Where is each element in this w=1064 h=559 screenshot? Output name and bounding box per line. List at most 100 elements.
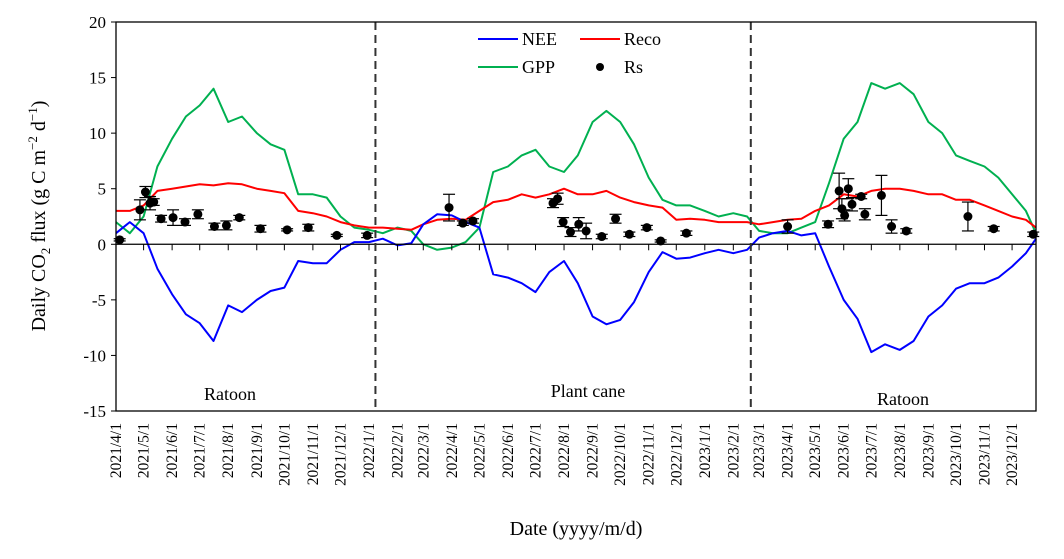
rs-point [609,213,622,224]
rs-point [281,225,294,235]
x-tick-label: 2022/6/1 [500,423,517,478]
legend-rs-marker [596,63,604,71]
rs-point [654,236,667,246]
y-tick-label: -5 [92,291,106,310]
y-tick-label: 15 [89,69,106,88]
y-title-mid: flux (g C m [28,149,50,247]
rs-marker [255,224,265,234]
x-tick-label: 2022/8/1 [556,423,573,478]
rs-point [623,229,636,239]
rs-point [456,218,469,228]
x-tick-label: 2022/11/1 [641,423,658,485]
y-title-post: ) [28,101,50,108]
rs-marker [209,222,219,232]
rs-marker [303,223,313,233]
x-tick-label: 2022/5/1 [471,423,488,478]
plot-series [115,82,1037,354]
rs-marker [876,190,886,200]
rs-point [551,192,564,205]
rs-point [133,199,146,221]
rs-marker [558,217,568,227]
rs-marker [565,227,575,237]
series-line-nee [115,213,1037,354]
rs-point [254,224,267,234]
rs-marker [458,218,468,228]
rs-marker [681,228,691,238]
x-tick-label: 2023/12/1 [1004,423,1021,486]
rs-marker [468,216,478,226]
season-label-ratoon-1: Ratoon [204,384,256,404]
rs-point [961,201,974,232]
y-tick-label: 0 [98,235,107,254]
rs-point [564,227,577,238]
rs-point [875,174,888,216]
x-tick-label: 2023/8/1 [892,423,909,478]
rs-marker [834,186,844,196]
rs-marker [193,209,203,219]
y-tick-label: 10 [89,124,106,143]
series-line-reco [116,182,1037,231]
rs-marker [847,199,857,209]
rs-marker [282,225,292,235]
rs-point [640,223,653,233]
rs-point [557,217,570,228]
rs-marker [989,224,999,234]
season-label-ratoon-2: Ratoon [877,389,929,409]
x-tick-label: 2021/11/1 [305,423,322,485]
x-tick-label: 2021/4/1 [108,423,125,478]
rs-marker [656,236,666,246]
rs-point [179,217,191,227]
rs-point [595,232,608,242]
legend: NEE Reco GPP Rs [478,29,661,77]
rs-point [139,185,152,199]
rs-point [233,213,246,223]
y-tick-label: -10 [83,346,106,365]
rs-marker [553,194,563,204]
y-axis-title: Daily CO2 flux (g C m−2 d−1) [25,101,53,332]
rs-marker [901,226,911,236]
x-axis-title: Date (yyyy/m/d) [510,518,643,540]
season-label-plant-cane: Plant cane [551,381,625,401]
rs-marker [115,235,125,245]
rs-point [466,216,479,226]
rs-point [302,223,315,233]
x-tick-label: 2022/12/1 [668,423,685,486]
rs-point [987,224,1000,234]
rs-point [855,191,868,201]
legend-gpp-label: GPP [522,57,555,77]
rs-marker [597,232,607,242]
y-title-sup2: −1 [25,107,40,121]
y-title-pre: Daily CO [28,254,50,331]
rs-marker [611,214,621,224]
x-tick-label: 2023/10/1 [948,423,965,486]
rs-marker [574,219,584,229]
x-tick-label: 2023/9/1 [920,423,937,478]
x-tick-label: 2021/12/1 [332,423,349,486]
rs-point [900,226,913,236]
rs-point [781,219,794,234]
x-tick-label: 2022/9/1 [585,423,602,478]
x-tick-label: 2023/1/1 [697,423,714,478]
rs-marker [823,219,833,229]
rs-marker [624,229,634,239]
rs-point [838,209,851,222]
x-tick-label: 2023/3/1 [751,423,768,478]
rs-point [822,219,835,229]
rs-marker [362,230,372,240]
y-title-sub: 2 [38,248,53,255]
rs-marker [156,214,166,224]
rs-marker [140,187,150,197]
rs-marker [840,210,850,220]
legend-reco-label: Reco [624,29,661,49]
x-tick-label: 2023/4/1 [780,423,797,478]
y-title-mid2: d [28,121,50,136]
rs-marker [168,213,178,223]
x-tick-label: 2022/1/1 [361,423,378,478]
axes: -15 -10 -5 0 5 10 15 20 2021/4/1 2021/5/1 2021/6/1… [83,13,1036,486]
x-tick-label: 2021/8/1 [220,423,237,478]
rs-point [680,228,693,238]
rs-point [330,230,343,240]
rs-marker [180,217,190,227]
rs-point [220,220,233,231]
